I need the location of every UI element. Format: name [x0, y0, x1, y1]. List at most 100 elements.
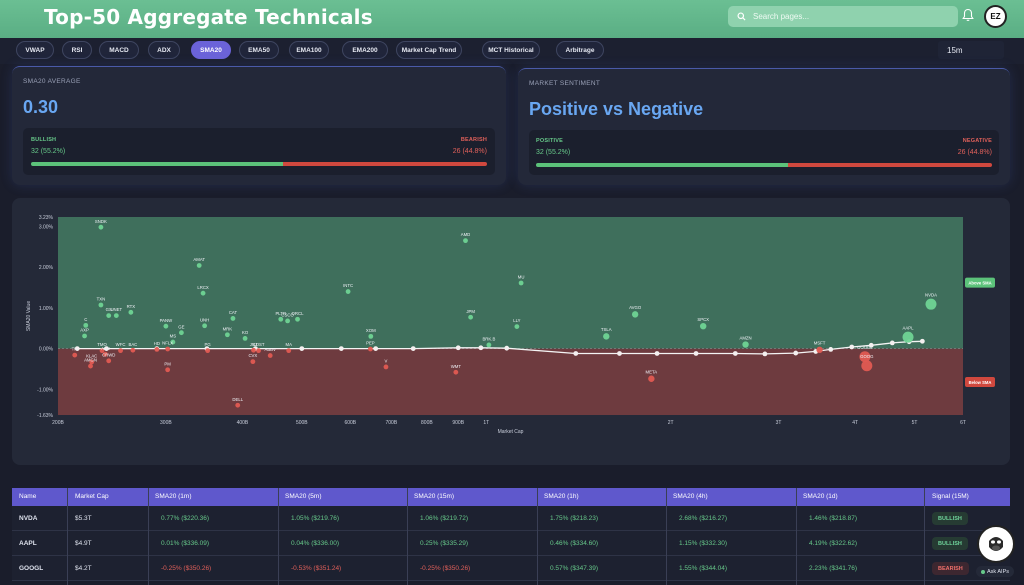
y-tick-label: 2.00% — [39, 265, 54, 271]
trend-point — [299, 346, 305, 351]
tab-adx[interactable]: ADX — [148, 41, 180, 59]
trend-point — [793, 350, 799, 356]
point-sndk — [98, 224, 104, 230]
bell-icon[interactable] — [962, 8, 974, 22]
trend-point — [104, 346, 109, 351]
sma20-scatter-card: 3.23% 3.00% 2.00% 1.00% 0.00% -1.00% -1.63% 200… — [12, 198, 1010, 465]
search-input[interactable] — [753, 12, 943, 21]
point-amgn — [88, 363, 93, 369]
tab-rsi[interactable]: RSI — [62, 41, 92, 59]
point-pltr — [278, 316, 284, 322]
search-box[interactable] — [728, 6, 958, 27]
point-label: TMO — [97, 342, 107, 347]
card-label: SMA20 AVERAGE — [23, 78, 81, 85]
signal-badge: BEARISH — [932, 562, 969, 575]
point-jpm — [468, 314, 474, 320]
point-ge — [178, 330, 184, 336]
bullish-fill — [31, 162, 283, 166]
ask-ai-button[interactable] — [977, 525, 1015, 563]
point-label: GS — [106, 307, 112, 312]
tab-macd[interactable]: MACD — [99, 41, 139, 59]
column-header[interactable]: Name — [19, 493, 37, 500]
ask-ai-label[interactable]: Ask AIPs — [976, 566, 1015, 577]
tab-ema200[interactable]: EMA200 — [342, 41, 388, 59]
above-sma-tag — [965, 277, 995, 288]
point-label: V — [385, 359, 388, 364]
x-tick-label: 500B — [296, 420, 308, 426]
tab-sma20[interactable]: SMA20 — [191, 41, 231, 59]
tab-arbitrage[interactable]: Arbitrage — [556, 41, 604, 59]
positive-fill — [536, 163, 788, 167]
trend-point — [919, 338, 925, 344]
column-divider — [148, 488, 149, 585]
y-axis-label: SMA20 Value — [26, 301, 32, 331]
trend-point — [693, 351, 699, 356]
bearish-fill — [282, 162, 487, 166]
point-label: C — [84, 317, 87, 322]
tab-vwap[interactable]: VWAP — [16, 41, 54, 59]
column-header[interactable]: SMA20 (15m) — [414, 493, 455, 500]
sma20-value-cell: 0.77% ($220.36) — [161, 515, 210, 522]
point-lrcx — [200, 290, 206, 296]
column-header[interactable]: SMA20 (4h) — [673, 493, 708, 500]
point-label: AMGN — [84, 358, 97, 363]
point-avgo — [631, 311, 639, 318]
interval-select[interactable]: 15m — [938, 41, 1004, 59]
point-goog — [861, 360, 873, 372]
point-ms — [170, 339, 176, 345]
tab-ema50[interactable]: EMA50 — [239, 41, 279, 59]
point-meta — [648, 375, 655, 382]
table-row[interactable]: GOOGL $4.2T -0.25% ($350.26) -0.53% ($351.2… — [12, 556, 1010, 581]
column-header[interactable]: SMA20 (5m) — [285, 493, 322, 500]
column-header[interactable]: Market Cap — [75, 493, 109, 500]
point-ko — [242, 336, 248, 341]
sma20-value-cell: 1.06% ($219.72) — [420, 515, 469, 522]
point-azn — [103, 351, 108, 357]
point-unet — [113, 313, 119, 318]
point-cat — [230, 316, 236, 321]
point-c — [83, 322, 89, 328]
point-csco — [285, 318, 291, 324]
point-abbv — [267, 353, 273, 358]
ticker-cell: AAPL — [19, 540, 37, 547]
column-header[interactable]: Signal (15M) — [932, 493, 969, 500]
point-label: KLAC — [86, 354, 97, 359]
point-spcx — [699, 322, 707, 330]
trend-point — [410, 346, 416, 351]
column-header[interactable]: SMA20 (1m) — [155, 493, 192, 500]
tab-mct-historical[interactable]: MCT Historical — [482, 41, 540, 59]
point-amd — [463, 238, 468, 244]
column-divider — [924, 488, 925, 585]
point-mrk — [224, 332, 230, 338]
point-label: TXN — [97, 297, 106, 302]
sma20-value-cell: -0.25% ($350.26) — [420, 565, 471, 572]
point-hd — [154, 347, 160, 352]
column-header[interactable]: SMA20 (1d) — [803, 493, 838, 500]
signal-badge: BULLISH — [932, 537, 968, 550]
x-tick-label: 800B — [421, 420, 433, 426]
x-tick-label: 700B — [385, 420, 397, 426]
point-unh — [202, 323, 208, 329]
column-header[interactable]: SMA20 (1h) — [544, 493, 579, 500]
point-label: XOM — [366, 328, 376, 333]
market-cap-cell: $4.2T — [75, 565, 92, 572]
point-label: CSCO — [281, 312, 294, 317]
point-axp — [82, 333, 87, 339]
bullish-count: 32 (55.2%) — [31, 148, 66, 155]
point-label: AAPL — [903, 326, 915, 331]
table-row[interactable]: NVDA $5.3T 0.77% ($220.36) 1.05% ($219.76) 1… — [12, 506, 1010, 531]
sma20-average-value: 0.30 — [23, 97, 59, 117]
point-amzn — [742, 341, 749, 348]
tab-market-cap-trend[interactable]: Market Cap Trend — [396, 41, 462, 59]
point-label: HD — [154, 341, 160, 346]
avatar[interactable]: EZ — [984, 5, 1007, 28]
table-row[interactable]: AAPL $4.9T 0.01% ($336.09) 0.04% ($336.00) 0… — [12, 531, 1010, 556]
x-tick-label: 2T — [668, 420, 674, 426]
point-pep — [367, 346, 373, 352]
tab-ema100[interactable]: EMA100 — [289, 41, 329, 59]
point-label: SNDK — [95, 219, 107, 224]
below-sma-tag — [965, 377, 995, 387]
signal-badge: BULLISH — [932, 512, 968, 525]
x-tick-label: 6T — [960, 420, 966, 426]
point-intc — [345, 289, 351, 294]
